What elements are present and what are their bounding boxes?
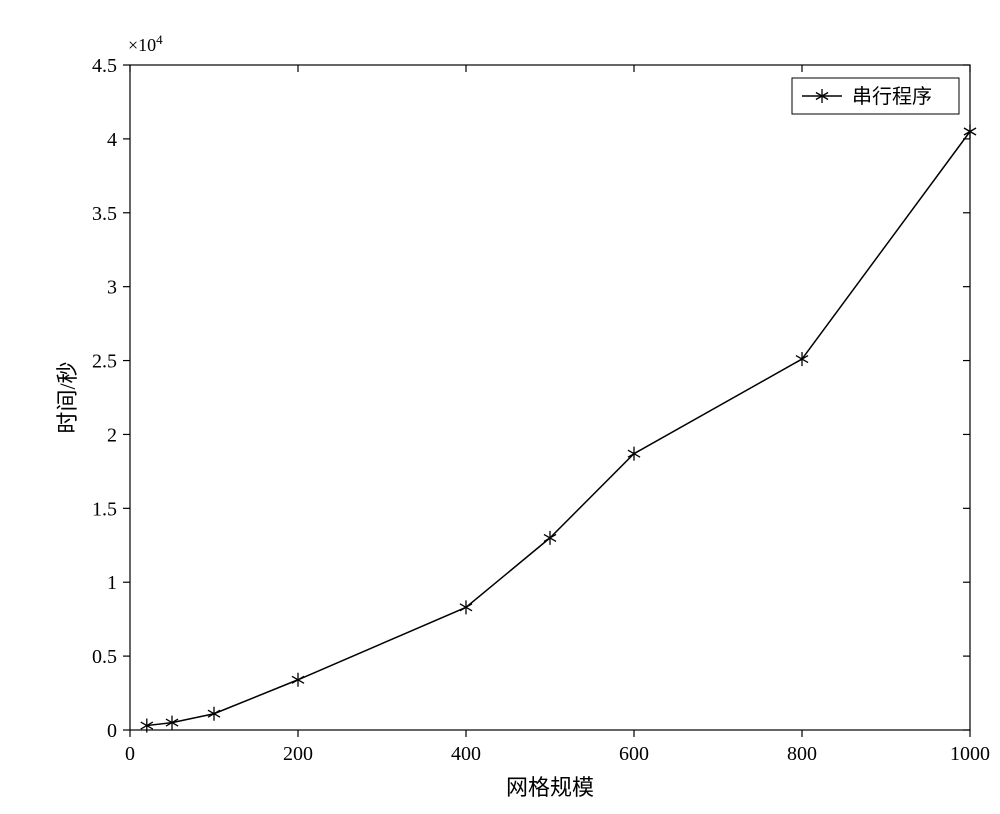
legend-label: 串行程序 xyxy=(852,85,932,108)
y-tick-label: 2.5 xyxy=(92,351,117,373)
y-tick-label: 1 xyxy=(107,572,117,594)
y-tick-label: 3 xyxy=(107,277,117,299)
y-multiplier: ×104 xyxy=(128,32,163,56)
y-axis-label: 时间/秒 xyxy=(55,361,80,433)
line-chart: 0 200 400 600 800 1000 0 0.5 1 1.5 2 2.5 3 3.5 4 4.5 ×10… xyxy=(0,0,1000,814)
chart-container: 0 200 400 600 800 1000 0 0.5 1 1.5 2 2.5 3 3.5 4 4.5 ×10… xyxy=(0,0,1000,814)
series-marker xyxy=(460,600,472,614)
y-tick-label: 4 xyxy=(107,129,117,151)
x-tick-label: 1000 xyxy=(950,743,990,765)
x-tick-label: 200 xyxy=(283,743,313,765)
series-line xyxy=(147,132,970,726)
series-marker xyxy=(292,673,304,687)
x-axis-label: 网格规模 xyxy=(506,775,594,800)
y-tick-label: 4.5 xyxy=(92,55,117,77)
x-tick-label: 400 xyxy=(451,743,481,765)
series-marker xyxy=(208,707,220,721)
plot-box xyxy=(130,65,970,730)
x-tick-label: 800 xyxy=(787,743,817,765)
y-tick-label: 0 xyxy=(107,720,117,742)
y-tick-label: 1.5 xyxy=(92,498,117,520)
x-tick-label: 0 xyxy=(125,743,135,765)
y-tick-label: 0.5 xyxy=(92,646,117,668)
y-tick-label: 2 xyxy=(107,424,117,446)
y-tick-label: 3.5 xyxy=(92,203,117,225)
x-tick-label: 600 xyxy=(619,743,649,765)
